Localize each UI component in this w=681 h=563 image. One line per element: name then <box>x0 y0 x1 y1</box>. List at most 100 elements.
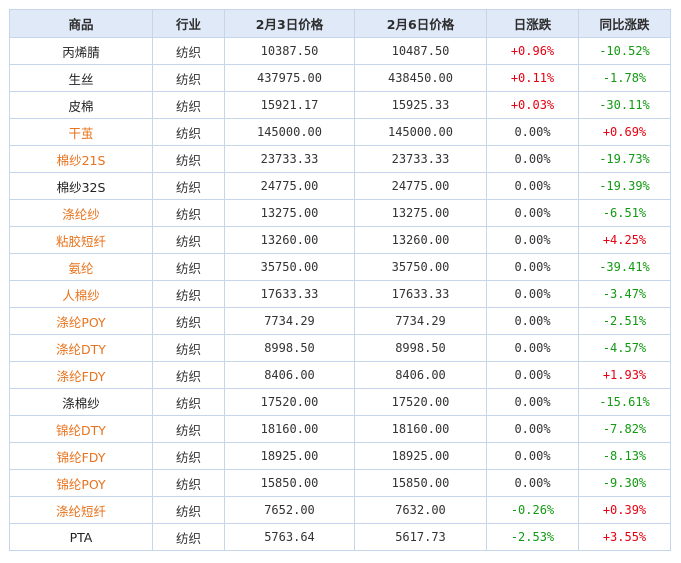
table-body: 丙烯腈 纺织 10387.50 10487.50 +0.96% -10.52% 生丝 纺织 43… <box>9 37 671 551</box>
price-feb6-cell: 7632.00 <box>354 496 487 524</box>
industry-cell: 纺织 <box>152 91 225 119</box>
table-row: 生丝 纺织 437975.00 438450.00 +0.11% -1.78% <box>9 64 671 92</box>
price-feb6-cell: 18925.00 <box>354 442 487 470</box>
daily-change-cell: +0.96% <box>486 37 579 65</box>
header-price-feb6: 2月6日价格 <box>354 9 487 38</box>
price-feb3-cell: 10387.50 <box>224 37 355 65</box>
header-product: 商品 <box>9 9 153 38</box>
daily-change-cell: 0.00% <box>486 253 579 281</box>
yoy-change-cell: -2.51% <box>578 307 671 335</box>
table-row: 涤纶短纤 纺织 7652.00 7632.00 -0.26% +0.39% <box>9 496 671 524</box>
table-row: 干茧 纺织 145000.00 145000.00 0.00% +0.69% <box>9 118 671 146</box>
daily-change-cell: 0.00% <box>486 442 579 470</box>
price-feb6-cell: 145000.00 <box>354 118 487 146</box>
industry-cell: 纺织 <box>152 361 225 389</box>
daily-change-cell: -0.26% <box>486 496 579 524</box>
yoy-change-cell: +0.39% <box>578 496 671 524</box>
yoy-change-cell: -10.52% <box>578 37 671 65</box>
product-name-cell[interactable]: 棉纱21S <box>9 145 153 173</box>
price-feb3-cell: 5763.64 <box>224 523 355 551</box>
price-feb6-cell: 10487.50 <box>354 37 487 65</box>
table-row: 锦纶FDY 纺织 18925.00 18925.00 0.00% -8.13% <box>9 442 671 470</box>
yoy-change-cell: +0.69% <box>578 118 671 146</box>
industry-cell: 纺织 <box>152 496 225 524</box>
product-name-cell: 棉纱32S <box>9 172 153 200</box>
product-name-cell[interactable]: 锦纶FDY <box>9 442 153 470</box>
header-price-feb3: 2月3日价格 <box>224 9 355 38</box>
price-feb3-cell: 8998.50 <box>224 334 355 362</box>
yoy-change-cell: -30.11% <box>578 91 671 119</box>
daily-change-cell: 0.00% <box>486 145 579 173</box>
price-feb6-cell: 8998.50 <box>354 334 487 362</box>
price-feb3-cell: 24775.00 <box>224 172 355 200</box>
table-row: PTA 纺织 5763.64 5617.73 -2.53% +3.55% <box>9 523 671 551</box>
price-feb3-cell: 7652.00 <box>224 496 355 524</box>
daily-change-cell: +0.11% <box>486 64 579 92</box>
daily-change-cell: 0.00% <box>486 361 579 389</box>
daily-change-cell: -2.53% <box>486 523 579 551</box>
product-name-cell[interactable]: 锦纶POY <box>9 469 153 497</box>
industry-cell: 纺织 <box>152 469 225 497</box>
yoy-change-cell: -19.39% <box>578 172 671 200</box>
price-feb3-cell: 35750.00 <box>224 253 355 281</box>
header-daily-change: 日涨跌 <box>486 9 579 38</box>
header-yoy-change: 同比涨跌 <box>578 9 671 38</box>
table-row: 皮棉 纺织 15921.17 15925.33 +0.03% -30.11% <box>9 91 671 119</box>
industry-cell: 纺织 <box>152 280 225 308</box>
yoy-change-cell: -1.78% <box>578 64 671 92</box>
price-feb6-cell: 24775.00 <box>354 172 487 200</box>
table-row: 棉纱32S 纺织 24775.00 24775.00 0.00% -19.39% <box>9 172 671 200</box>
product-name-cell[interactable]: 涤纶DTY <box>9 334 153 362</box>
table-row: 涤纶FDY 纺织 8406.00 8406.00 0.00% +1.93% <box>9 361 671 389</box>
industry-cell: 纺织 <box>152 172 225 200</box>
yoy-change-cell: -8.13% <box>578 442 671 470</box>
daily-change-cell: 0.00% <box>486 307 579 335</box>
table-row: 人棉纱 纺织 17633.33 17633.33 0.00% -3.47% <box>9 280 671 308</box>
yoy-change-cell: -19.73% <box>578 145 671 173</box>
product-name-cell[interactable]: 锦纶DTY <box>9 415 153 443</box>
product-name-cell: 丙烯腈 <box>9 37 153 65</box>
table-row: 锦纶DTY 纺织 18160.00 18160.00 0.00% -7.82% <box>9 415 671 443</box>
yoy-change-cell: +3.55% <box>578 523 671 551</box>
price-feb6-cell: 17520.00 <box>354 388 487 416</box>
yoy-change-cell: -7.82% <box>578 415 671 443</box>
product-name-cell[interactable]: 涤纶纱 <box>9 199 153 227</box>
price-feb6-cell: 15925.33 <box>354 91 487 119</box>
product-name-cell[interactable]: 人棉纱 <box>9 280 153 308</box>
industry-cell: 纺织 <box>152 37 225 65</box>
product-name-cell[interactable]: 粘胶短纤 <box>9 226 153 254</box>
industry-cell: 纺织 <box>152 523 225 551</box>
price-feb3-cell: 8406.00 <box>224 361 355 389</box>
price-table: 商品 行业 2月3日价格 2月6日价格 日涨跌 同比涨跌 丙烯腈 纺织 10387.… <box>9 9 671 551</box>
product-name-cell: 皮棉 <box>9 91 153 119</box>
table-row: 锦纶POY 纺织 15850.00 15850.00 0.00% -9.30% <box>9 469 671 497</box>
table-row: 丙烯腈 纺织 10387.50 10487.50 +0.96% -10.52% <box>9 37 671 65</box>
yoy-change-cell: -4.57% <box>578 334 671 362</box>
price-feb3-cell: 13260.00 <box>224 226 355 254</box>
price-feb3-cell: 18160.00 <box>224 415 355 443</box>
table-row: 氨纶 纺织 35750.00 35750.00 0.00% -39.41% <box>9 253 671 281</box>
daily-change-cell: 0.00% <box>486 199 579 227</box>
daily-change-cell: 0.00% <box>486 226 579 254</box>
price-feb3-cell: 13275.00 <box>224 199 355 227</box>
yoy-change-cell: +1.93% <box>578 361 671 389</box>
product-name-cell[interactable]: 氨纶 <box>9 253 153 281</box>
price-feb3-cell: 17633.33 <box>224 280 355 308</box>
industry-cell: 纺织 <box>152 226 225 254</box>
industry-cell: 纺织 <box>152 253 225 281</box>
industry-cell: 纺织 <box>152 388 225 416</box>
product-name-cell[interactable]: 涤纶短纤 <box>9 496 153 524</box>
daily-change-cell: +0.03% <box>486 91 579 119</box>
price-feb6-cell: 13275.00 <box>354 199 487 227</box>
product-name-cell[interactable]: 涤纶FDY <box>9 361 153 389</box>
table-row: 棉纱21S 纺织 23733.33 23733.33 0.00% -19.73% <box>9 145 671 173</box>
price-feb6-cell: 7734.29 <box>354 307 487 335</box>
daily-change-cell: 0.00% <box>486 118 579 146</box>
product-name-cell[interactable]: 涤纶POY <box>9 307 153 335</box>
price-feb6-cell: 15850.00 <box>354 469 487 497</box>
product-name-cell[interactable]: 干茧 <box>9 118 153 146</box>
yoy-change-cell: -6.51% <box>578 199 671 227</box>
header-industry: 行业 <box>152 9 225 38</box>
yoy-change-cell: +4.25% <box>578 226 671 254</box>
price-feb6-cell: 438450.00 <box>354 64 487 92</box>
